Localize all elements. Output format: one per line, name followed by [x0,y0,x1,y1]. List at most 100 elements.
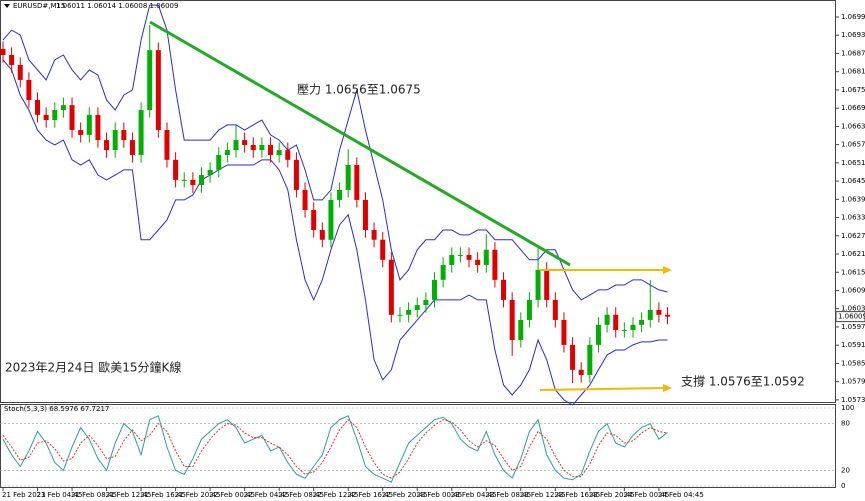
candle-body [544,269,550,300]
candle-body [483,249,489,265]
candle-body [319,230,325,240]
support-label: 支撐 1.0576至1.0592 [681,375,805,389]
candle-body [78,130,84,135]
y-tick-label: 1.06875 [841,49,865,57]
y-tick-label: 1.05915 [841,341,865,349]
candle-body [647,309,653,320]
support-arrow [539,387,665,391]
candle-body [311,209,317,231]
y-tick-label: 1.06395 [841,195,865,203]
candle-body [190,179,196,186]
candle-body [173,159,179,180]
current-price: 1.06009 [838,313,865,321]
stoch-line [2,418,668,479]
stoch-line [2,415,668,483]
y-tick-label: 1.06755 [841,86,865,94]
bollinger-band [2,59,668,406]
x-tick-label: 24 Feb 00:45 [623,491,669,499]
candle-body [121,130,127,141]
y-tick-label: 1.05735 [841,396,865,404]
y-tick-label: 100 [841,404,854,412]
y-tick-label: 1.06515 [841,159,865,167]
x-tick-label: 23 Feb 00:45 [416,491,462,499]
y-tick-label: 80 [841,420,850,428]
candle-body [578,369,584,375]
y-tick-label: 1.06935 [841,31,865,39]
candle-body [9,54,15,66]
candle-body [362,199,368,231]
x-tick-label: 23 Feb 04:45 [451,491,497,499]
candle-body [52,109,58,121]
arrow-head [663,384,672,392]
candle-body [561,319,567,345]
y-tick-label: 1.06995 [841,13,865,21]
candle-body [423,299,429,306]
y-tick-label: 1.06815 [841,68,865,76]
candle-body [0,48,6,55]
candle-body [345,164,351,190]
x-tick-label: 21 Feb 08:45 [71,491,117,499]
candle-body [285,150,291,160]
y-tick-label: 1.05855 [841,359,865,367]
candle-body [250,144,256,151]
x-tick-label: 21 Feb 20:45 [175,491,221,499]
candle-body [371,230,377,240]
candle-body [518,319,524,341]
candle-body [207,169,213,176]
candle-body [293,159,299,190]
candle-body [35,99,41,115]
candle-body [104,140,110,151]
candle-body [630,324,636,330]
x-tick-label: 21 Feb 2023 [2,491,46,499]
bollinger-band [2,4,668,301]
x-tick-label: 22 Feb 12:45 [313,491,359,499]
x-tick-label: 21 Feb 16:45 [140,491,186,499]
candle-body [259,144,265,151]
y-tick-label: 20 [841,466,850,474]
arrow-head [663,266,672,274]
candle-body [86,114,92,135]
candle-body [129,140,135,155]
stoch-title: Stoch(5,3,3) 68.5976 67.7217 [4,405,109,413]
candle-body [380,239,386,260]
candle-body [388,259,394,315]
candle-body [198,175,204,186]
x-tick-label: 23 Feb 16:45 [554,491,600,499]
trend-line [149,20,571,267]
candle-body [432,279,437,300]
candle-body [440,264,446,280]
candle-body [26,79,32,100]
candle-body [155,50,161,131]
caption: 2023年2月24日 歐美15分鐘K線 [5,360,181,375]
y-tick-label: 1.06035 [841,305,865,313]
candle-body [216,154,222,170]
x-tick-label: 23 Feb 12:45 [520,491,566,499]
y-tick-label: 1.06695 [841,104,865,112]
y-tick-label: 1.06455 [841,177,865,185]
x-tick-label: 22 Feb 08:45 [278,491,324,499]
candle-body [276,150,282,155]
candle-body [224,150,230,155]
candle-body [613,314,619,330]
y-tick-label: 1.06335 [841,214,865,222]
candle-body [466,254,472,260]
candle-body [665,314,671,317]
candle-body [449,254,455,265]
y-tick-label: 1.06635 [841,122,865,130]
resistance-label: 壓力 1.0656至1.0675 [297,83,421,97]
y-tick-label: 1.06215 [841,250,865,258]
candle-body [181,179,187,181]
stoch-panel [0,404,836,488]
candle-body [328,199,334,240]
candle-body [233,140,239,151]
y-tick-label: 0 [841,482,845,490]
x-tick-label: 23 Feb 20:45 [589,491,635,499]
y-tick-label: 1.06155 [841,268,865,276]
candle-body [147,50,153,110]
candle-body [268,144,274,155]
x-tick-label: 23 Feb 08:45 [485,491,531,499]
candle-body [406,309,412,315]
candle-body [112,130,118,151]
x-tick-label: 24 Feb 04:45 [658,491,704,499]
candle-body [501,279,507,300]
